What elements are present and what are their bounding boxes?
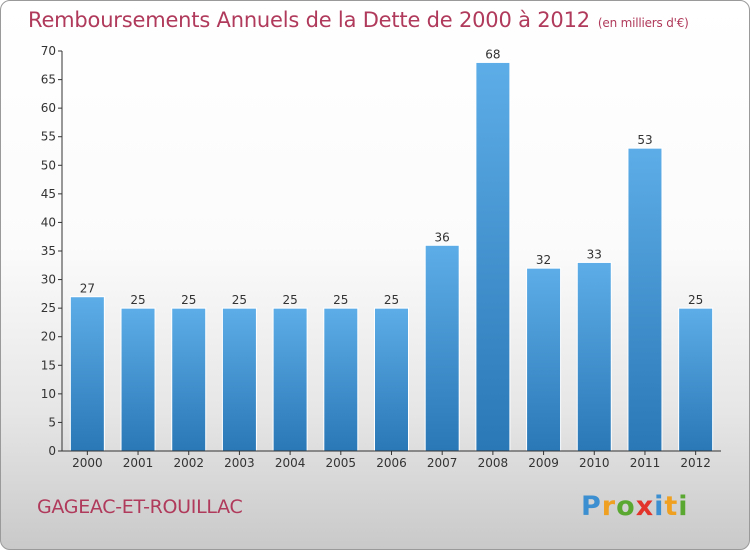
y-tick-label: 50 [41,158,56,172]
data-label: 25 [282,293,297,307]
chart-title-text: Remboursements Annuels de la Dette de 20… [28,8,590,32]
commune-name: GAGEAC-ET-ROUILLAC [37,496,243,518]
data-label: 25 [232,293,247,307]
proxiti-logo: Proxiti [581,491,689,522]
data-label: 32 [536,253,551,267]
y-tick-label: 40 [41,215,56,229]
x-tick-label: 2002 [173,456,204,470]
y-tick-label: 60 [41,101,56,115]
x-tick-label: 2007 [427,456,458,470]
bar-2004 [272,307,308,452]
chart-title: Remboursements Annuels de la Dette de 20… [28,8,689,32]
y-tick-label: 65 [41,73,56,87]
data-label: 36 [435,230,450,244]
x-tick-label: 2006 [376,456,407,470]
data-label: 25 [688,293,703,307]
y-tick-label: 55 [41,130,56,144]
x-tick-label: 2010 [579,456,610,470]
data-label: 68 [485,47,500,61]
y-tick-label: 5 [48,415,56,429]
x-tick-label: 2005 [326,456,357,470]
logo-letter: o [616,491,636,522]
bar-2012 [678,307,714,452]
logo-letter: i [678,491,689,522]
x-tick-label: 2009 [528,456,559,470]
y-tick-label: 45 [41,187,56,201]
data-label: 25 [181,293,196,307]
bar-2002 [171,307,207,452]
x-tick-label: 2000 [72,456,103,470]
bar-2006 [374,307,409,452]
x-tick-label: 2004 [275,456,306,470]
bar-2010 [576,261,612,452]
x-tick-label: 2008 [478,456,509,470]
bar-2000 [69,296,105,452]
logo-letter: P [581,491,602,522]
y-tick-label: 30 [41,273,56,287]
y-tick-label: 20 [41,330,56,344]
y-tick-label: 15 [41,358,56,372]
bar-2008 [475,61,511,452]
data-label: 33 [587,247,602,261]
x-tick-label: 2003 [224,456,255,470]
chart-unit: (en milliers d'€) [597,16,689,30]
y-tick-label: 35 [41,244,56,258]
data-label: 25 [333,293,348,307]
bar-2009 [526,267,562,452]
x-tick-label: 2011 [630,456,661,470]
logo-letter: x [635,491,655,522]
data-label: 25 [130,293,145,307]
bar-2007 [424,244,460,452]
bar-2005 [323,307,359,452]
y-tick-label: 0 [48,444,56,458]
y-tick-label: 70 [41,44,56,58]
bar-2001 [120,307,156,452]
x-tick-label: 2001 [123,456,154,470]
x-tick-label: 2012 [680,456,711,470]
logo-letter: r [601,491,617,522]
y-tick-label: 10 [41,387,56,401]
data-label: 53 [637,133,652,147]
logo-letter: i [654,491,665,522]
logo-letter: t [664,491,679,522]
data-label: 25 [384,293,399,307]
data-label: 27 [80,282,95,296]
y-tick-label: 25 [41,301,56,315]
bar-2003 [221,307,257,452]
bar-2011 [627,147,663,452]
